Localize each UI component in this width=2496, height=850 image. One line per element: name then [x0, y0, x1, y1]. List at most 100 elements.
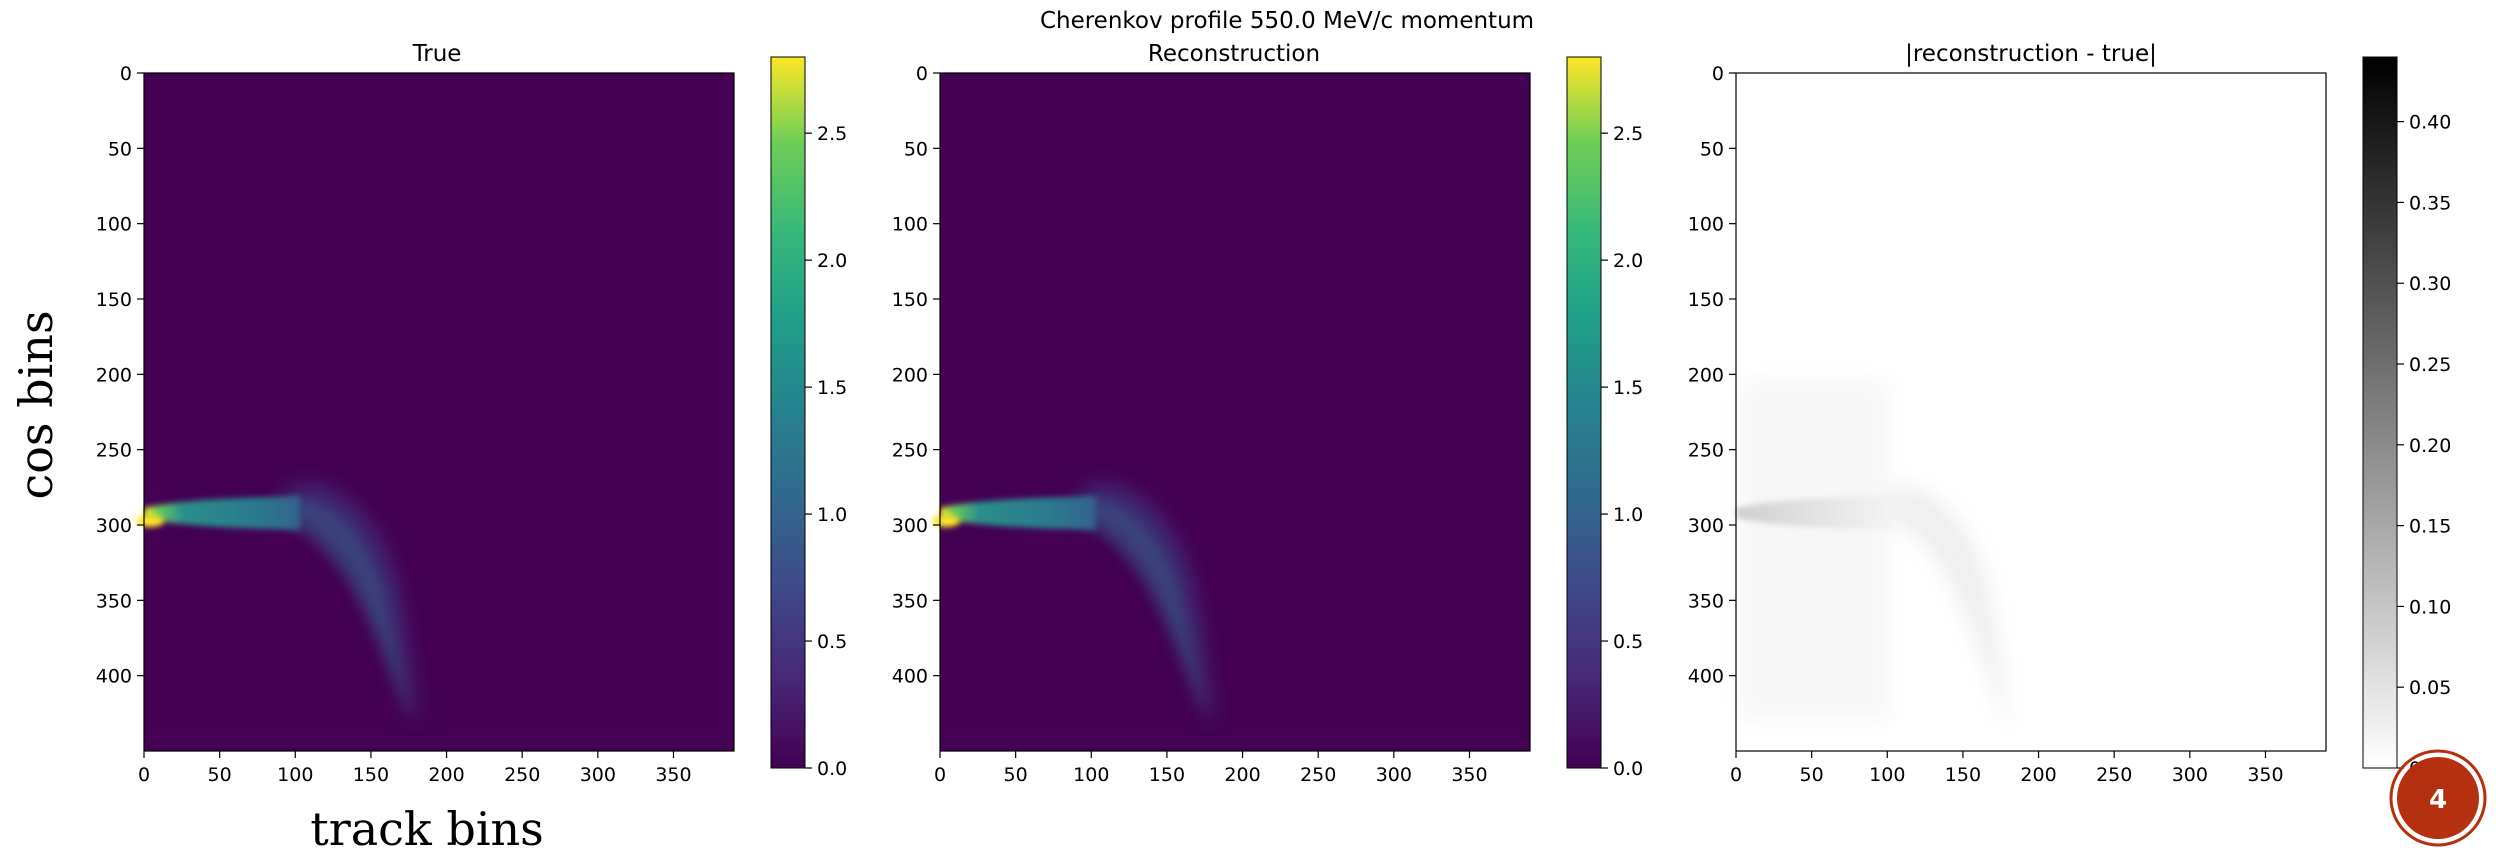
colorbar-tick-label: 0.0: [1613, 758, 1643, 780]
colorbar-tick-label: 0.30: [2409, 273, 2451, 295]
x-tick-label: 200: [2020, 764, 2056, 786]
y-tick-label: 0: [120, 63, 132, 85]
colorbar-gradient: [2362, 56, 2398, 769]
heatmap-image-true: [136, 72, 735, 752]
badge-disc: [2397, 757, 2479, 839]
y-tick-label: 250: [96, 440, 132, 462]
colorbar-gradient: [1566, 56, 1602, 769]
x-tick-label: 350: [2247, 764, 2283, 786]
colorbar-tick-label: 0.5: [1613, 631, 1643, 653]
y-tick-label: 100: [892, 214, 928, 236]
x-axis-label: track bins: [310, 802, 544, 850]
colorbar-tick-label: 2.5: [1613, 123, 1643, 145]
colorbar-tick-label: 2.0: [1613, 250, 1643, 272]
y-tick-label: 100: [96, 214, 132, 236]
colorbar-tick-label: 2.5: [817, 123, 847, 145]
colorbar-tick-label: 0.20: [2409, 435, 2451, 457]
y-tick-label: 200: [96, 364, 132, 386]
y-tick-label: 0: [916, 63, 928, 85]
x-tick-label: 200: [1224, 764, 1260, 786]
x-tick-label: 150: [1149, 764, 1185, 786]
y-tick-label: 250: [1688, 440, 1724, 462]
x-tick-label: 150: [1945, 764, 1981, 786]
heatmap-image-difference: [1735, 72, 2327, 752]
x-tick-label: 350: [655, 764, 691, 786]
x-tick-label: 50: [1800, 764, 1824, 786]
colorbar-true: 0.0 0.5 1.0 1.5 2.0 2.5: [770, 56, 847, 780]
x-tick-label: 50: [1004, 764, 1028, 786]
x-tick-label: 200: [428, 764, 464, 786]
y-tick-label: 0: [1712, 63, 1724, 85]
y-tick-label: 250: [892, 440, 928, 462]
y-axis-ticks-true: 0 50 100 150 200 250 300 350 400: [96, 63, 144, 688]
x-tick-label: 350: [1451, 764, 1487, 786]
y-tick-label: 50: [1700, 138, 1724, 160]
x-tick-label: 0: [1730, 764, 1742, 786]
y-tick-label: 200: [892, 364, 928, 386]
colorbar-tick-label: 0.40: [2409, 112, 2451, 134]
y-tick-label: 50: [904, 138, 928, 160]
colorbar-tick-label: 2.0: [817, 250, 847, 272]
figure-suptitle: Cherenkov profile 550.0 MeV/c momentum: [1040, 8, 1534, 34]
y-tick-label: 300: [892, 515, 928, 537]
cherenkov-band: [136, 496, 300, 530]
colorbar-tick-label: 1.5: [1613, 377, 1643, 399]
y-tick-label: 350: [96, 590, 132, 612]
y-axis-label: cos bins: [9, 310, 63, 499]
x-tick-label: 100: [277, 764, 313, 786]
colorbar-difference: 0.000.050.100.150.200.250.300.350.40: [2362, 56, 2451, 780]
colorbar-ticks: 0.0 0.5 1.0 1.5 2.0 2.5: [805, 123, 847, 780]
y-tick-label: 400: [96, 666, 132, 688]
y-tick-label: 150: [892, 289, 928, 311]
y-axis-ticks-difference: 0 50 100 150 200 250 300 350 400: [1688, 63, 1736, 688]
panel-title-difference: |reconstruction - true|: [1905, 41, 2157, 67]
x-tick-label: 300: [2172, 764, 2208, 786]
colorbar-tick-label: 1.0: [1613, 504, 1643, 526]
y-axis-ticks-reconstruction: 0 50 100 150 200 250 300 350 400: [892, 63, 940, 688]
x-tick-label: 250: [504, 764, 540, 786]
colorbar-tick-label: 0.35: [2409, 192, 2451, 214]
y-tick-label: 300: [96, 515, 132, 537]
heatmap-panel-difference: |reconstruction - true| 0 50 100 150 200 250 3…: [1688, 41, 2452, 786]
x-tick-label: 0: [934, 764, 946, 786]
panel-title-true: True: [412, 41, 462, 67]
y-tick-label: 150: [1688, 289, 1724, 311]
x-tick-label: 100: [1073, 764, 1109, 786]
x-axis-ticks-reconstruction: 0 50 100 150 200 250 300 350: [934, 751, 1488, 786]
badge-ring: [2389, 749, 2487, 847]
y-tick-label: 100: [1688, 214, 1724, 236]
y-tick-label: 350: [1688, 590, 1724, 612]
y-tick-label: 400: [1688, 666, 1724, 688]
y-tick-label: 300: [1688, 515, 1724, 537]
colorbar-reconstruction: 0.0 0.5 1.0 1.5 2.0 2.5: [1566, 56, 1643, 780]
colorbar-tick-label: 0.25: [2409, 354, 2451, 376]
x-tick-label: 250: [2096, 764, 2132, 786]
colorbar-tick-label: 1.0: [817, 504, 847, 526]
x-tick-label: 300: [580, 764, 616, 786]
x-tick-label: 100: [1869, 764, 1905, 786]
badge-number: 4: [2429, 785, 2447, 815]
y-tick-label: 350: [892, 590, 928, 612]
colorbar-gradient: [770, 56, 806, 769]
y-tick-label: 150: [96, 289, 132, 311]
x-tick-label: 300: [1376, 764, 1412, 786]
x-tick-label: 50: [208, 764, 232, 786]
difference-residuals: [1736, 380, 2010, 730]
heatmap-background: [144, 73, 734, 751]
colorbar-tick-label: 0.10: [2409, 596, 2451, 618]
x-tick-label: 0: [138, 764, 150, 786]
cherenkov-band: [932, 496, 1096, 530]
colorbar-ticks: 0.0 0.5 1.0 1.5 2.0 2.5: [1601, 123, 1643, 780]
colorbar-tick-label: 1.5: [817, 377, 847, 399]
x-axis-ticks-true: 0 50 100 150 200 250 300 350: [138, 751, 692, 786]
heatmap-panel-reconstruction: Reconstruction 0 50 100 150 200 250 300 350 0 50…: [892, 41, 1643, 786]
colorbar-tick-label: 0.15: [2409, 516, 2451, 538]
heatmap-image-reconstruction: [932, 72, 1531, 752]
colorbar-ticks: 0.000.050.100.150.200.250.300.350.40: [2397, 112, 2451, 780]
y-tick-label: 50: [108, 138, 132, 160]
x-tick-label: 150: [353, 764, 389, 786]
colorbar-tick-label: 0.5: [817, 631, 847, 653]
y-tick-label: 200: [1688, 364, 1724, 386]
heatmap-background: [940, 73, 1530, 751]
